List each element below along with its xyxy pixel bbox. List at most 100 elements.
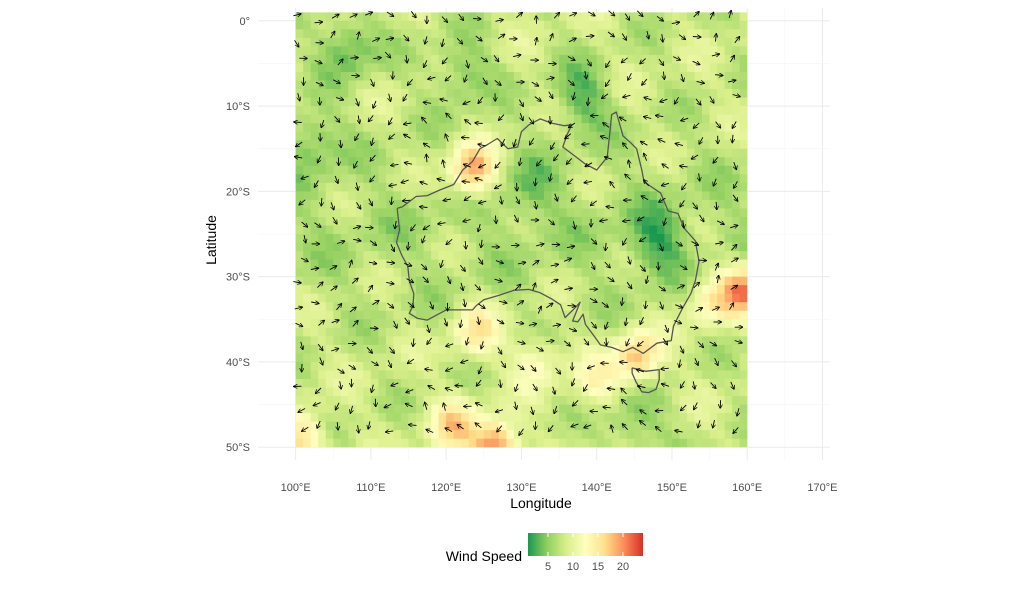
field-cell (521, 216, 530, 227)
field-cell (619, 106, 628, 116)
field-cell (566, 327, 575, 337)
wind-arrow (384, 403, 392, 408)
field-cell (634, 140, 643, 150)
field-cell (521, 268, 530, 278)
field-cell (378, 396, 387, 406)
field-cell (589, 421, 598, 431)
field-cell (528, 148, 538, 158)
field-cell (423, 165, 432, 175)
field-cell (491, 54, 500, 65)
field-cell (506, 413, 515, 423)
field-cell (528, 131, 538, 141)
field-cell (724, 310, 733, 320)
field-cell (446, 89, 455, 99)
field-cell (656, 259, 666, 269)
wind-arrow (301, 221, 308, 227)
field-cell (363, 165, 372, 175)
field-cell (604, 157, 613, 167)
field-cell (521, 259, 530, 269)
wind-arrow (494, 279, 503, 281)
field-cell (544, 63, 553, 73)
field-cell (536, 302, 545, 312)
wind-arrow (386, 282, 394, 284)
field-cell (732, 276, 741, 286)
field-cell (551, 378, 560, 389)
field-cell (498, 148, 507, 158)
field-cell (626, 131, 635, 141)
field-cell (340, 361, 349, 372)
field-cell (732, 421, 741, 431)
field-cell (574, 29, 583, 39)
field-cell (702, 165, 711, 175)
field-cell (303, 37, 312, 47)
wind-arrow (571, 424, 579, 427)
field-cell (393, 54, 402, 65)
field-cell (355, 430, 364, 440)
wind-arrow (553, 12, 559, 19)
field-cell (559, 148, 568, 158)
field-cell (476, 251, 485, 261)
field-cell (702, 259, 711, 269)
field-cell (468, 20, 477, 30)
field-cell (536, 71, 545, 82)
field-cell (378, 216, 387, 227)
field-cell (671, 310, 681, 320)
field-cell (709, 344, 718, 354)
field-cell (724, 12, 733, 22)
field-cell (521, 438, 530, 448)
field-cell (310, 276, 319, 286)
field-cell (528, 242, 538, 252)
wind-arrow (294, 122, 302, 123)
field-cell (393, 199, 402, 210)
field-cell (611, 259, 620, 269)
field-cell (295, 71, 304, 82)
field-cell (385, 80, 395, 90)
wind-arrow (692, 37, 701, 38)
wind-arrow (582, 144, 590, 145)
field-cell (566, 234, 575, 244)
field-cell (370, 251, 380, 261)
field-cell (446, 251, 455, 261)
field-cell (679, 413, 688, 423)
field-cell (611, 421, 620, 431)
field-cell (363, 131, 372, 141)
wind-arrow (693, 12, 700, 18)
field-cell (664, 268, 673, 278)
field-cell (559, 404, 568, 414)
field-cell (596, 12, 605, 22)
field-cell (717, 54, 726, 65)
field-cell (318, 208, 327, 218)
field-cell (468, 174, 477, 184)
wind-arrow (693, 122, 700, 128)
wind-arrow (499, 114, 505, 121)
field-cell (318, 404, 327, 414)
wind-arrow (464, 298, 465, 307)
wind-arrow (644, 153, 647, 161)
field-cell (679, 276, 688, 286)
field-cell (491, 251, 500, 261)
field-cell (348, 29, 357, 39)
field-cell (461, 71, 470, 82)
field-cell (649, 276, 658, 286)
field-cell (295, 378, 304, 389)
field-cell (363, 370, 372, 380)
field-cell (671, 165, 681, 175)
field-cell (687, 199, 696, 210)
wind-arrow (624, 13, 629, 21)
field-cell (476, 387, 485, 397)
field-cell (566, 199, 575, 210)
field-cell (574, 46, 583, 56)
field-cell (378, 157, 387, 167)
field-cell (694, 89, 703, 99)
field-cell (717, 165, 726, 175)
wind-arrow (495, 184, 502, 189)
field-cell (574, 336, 583, 346)
field-cell (325, 80, 334, 90)
field-cell (702, 396, 711, 406)
field-cell (461, 148, 470, 158)
wind-arrow (530, 138, 535, 145)
field-cell (649, 123, 658, 133)
field-cell (295, 387, 304, 397)
field-cell (498, 157, 507, 167)
field-cell (619, 310, 628, 320)
